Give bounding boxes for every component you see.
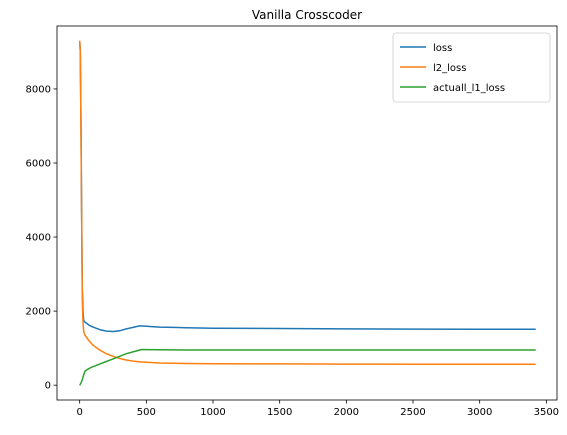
x-tick-label: 3000	[467, 407, 492, 418]
legend-label: loss	[433, 43, 452, 54]
y-tick-label: 4000	[26, 233, 51, 244]
x-tick-label: 0	[76, 407, 82, 418]
y-axis: 0 2000 4000 6000 8000	[26, 84, 57, 392]
x-tick-label: 2500	[400, 407, 425, 418]
series-line-l2-loss	[78, 40, 536, 366]
x-tick-label: 500	[137, 407, 156, 418]
legend-label: l2_loss	[433, 63, 466, 74]
y-tick-label: 8000	[26, 84, 51, 95]
legend-label: actuall_l1_loss	[433, 83, 505, 94]
x-tick-label: 1000	[200, 407, 225, 418]
x-tick-label: 3500	[534, 407, 559, 418]
plot-lines	[78, 40, 536, 386]
legend: loss l2_loss actuall_l1_loss	[392, 32, 551, 103]
chart-title: Vanilla Crosscoder	[252, 8, 362, 22]
x-tick-label: 2000	[334, 407, 359, 418]
y-tick-label: 0	[45, 381, 51, 392]
x-tick-label: 1500	[267, 407, 292, 418]
y-tick-label: 6000	[26, 159, 51, 170]
x-axis: 0 500 1000 1500 2000 2500 3000 3500	[76, 400, 559, 418]
plot-frame	[56, 25, 558, 401]
series-line-actuall-l1-loss	[79, 348, 536, 386]
y-tick-label: 2000	[26, 307, 51, 318]
legend-box	[392, 32, 551, 103]
